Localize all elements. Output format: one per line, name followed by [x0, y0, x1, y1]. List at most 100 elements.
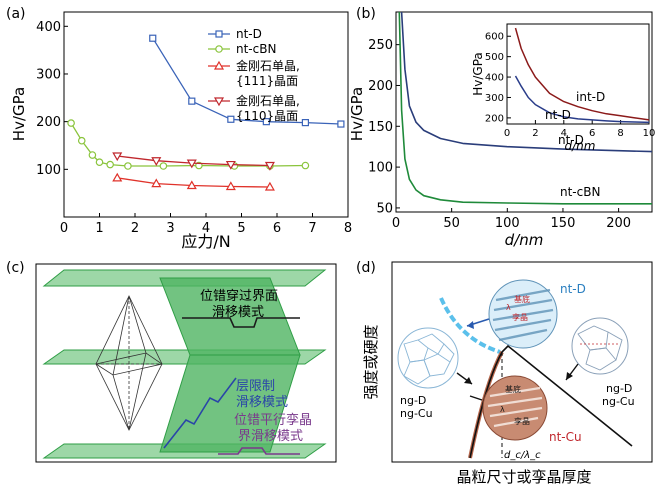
ng-right-arrowhead: [566, 372, 573, 380]
panel-a-series-2-point: [264, 181, 275, 191]
panel-b-ytick-label: 50: [376, 201, 393, 216]
panel-a-series-2-point: [112, 172, 123, 182]
panel-a-xtick-label: 0: [60, 221, 68, 236]
panel-b-axes-frame: [395, 11, 653, 213]
panel-b-xtick-label: 50: [443, 216, 460, 231]
lambda-label-2: λ: [500, 405, 505, 414]
panel-a-series-3-point: [151, 157, 162, 166]
legend-circle-marker: [215, 45, 223, 53]
substrate-label-1: 基底: [514, 294, 530, 304]
panel-a-series-0-line: [152, 37, 341, 125]
inset-ytick-label: 500: [485, 52, 504, 63]
legend-label-nt-d: nt-D: [236, 27, 262, 41]
panel-a-label: (a): [6, 6, 26, 22]
panel-a-series-0-point: [149, 34, 157, 42]
panel-b-ytick-label: 200: [368, 79, 393, 94]
panel-a-series-0-point: [262, 118, 270, 126]
ng-left-microstructure: [397, 327, 459, 389]
ng-left-label-line2: ng-Cu: [400, 407, 433, 420]
octahedron-crystal: [94, 295, 163, 431]
panel-a-xlabel: 应力/N: [181, 232, 230, 251]
panel-b-ytick-label: 150: [368, 120, 393, 135]
parallel-mode-label-line2: 界滑移模式: [238, 429, 303, 444]
cross-slip-path: [182, 317, 300, 328]
panel-a-xtick-label: 6: [273, 221, 281, 236]
panel-a-series-1-point: [77, 136, 86, 145]
ng-right-label-line1: ng-D: [606, 382, 632, 395]
inset-label-nt-d: nt-D: [545, 108, 571, 122]
inset-ytick-label: 200: [485, 113, 504, 124]
inset-ytick-label: 400: [485, 73, 504, 84]
ng-right-label-line2: ng-Cu: [602, 395, 635, 408]
panel-d-xlabel: 晶粒尺寸或孪晶厚度: [456, 468, 591, 486]
layer-mode-label-line1: 层限制: [236, 379, 275, 394]
panel-b-series-1-line: [398, 11, 652, 205]
ng-left-arrowhead: [464, 377, 472, 384]
panel-a-series-2-point: [151, 178, 162, 188]
inset-series-0-line: [514, 27, 650, 121]
panel-a-series-2-point: [225, 181, 236, 191]
legend-label-nt-cbn: nt-cBN: [236, 42, 276, 56]
inset-plot: [514, 27, 650, 124]
inset-ytick-label: 600: [485, 32, 504, 43]
parallel-slip-path: [218, 447, 300, 455]
panel-d-ylabel: 强度或硬度: [362, 324, 380, 399]
cross-mode-label-line1: 位错穿过界面: [200, 288, 278, 304]
nt-d-microstructure: 基底 孪晶 λ: [488, 279, 558, 349]
panel-a-series-1-point: [67, 119, 75, 127]
legend-label-110-line1: 金刚石单晶,: [236, 93, 300, 108]
legend-square-marker: [215, 30, 223, 38]
inset-xtick-label: 0: [504, 128, 510, 139]
panel-a-ytick-label: 400: [36, 20, 61, 35]
panel-a-xtick-label: 5: [237, 221, 245, 236]
panel-a-xtick-label: 7: [308, 221, 316, 236]
legend-label-111-line1: 金刚石单晶,: [236, 58, 300, 73]
nt-cu-arrow: [469, 395, 483, 401]
panel-a-xtick-label: 4: [202, 221, 210, 236]
panel-b-inset: 0 2 4 6 8 10 200 300 400 500 600 int-D nt-D d/nm H…: [471, 23, 655, 153]
panel-c-label: (c): [6, 260, 25, 276]
cross-mode-label-line2: 滑移模式: [212, 305, 264, 320]
legend-label-110-line2: {110}晶面: [236, 109, 298, 123]
panel-c: (c) 位错穿过界面 滑移模式 层限制 滑移模式 位错平行孪晶: [6, 260, 337, 463]
panel-b-xtick-label: 100: [495, 216, 520, 231]
inset-xtick-label: 6: [589, 128, 595, 139]
critical-size-label: d_c/λ_c: [504, 450, 541, 461]
panel-b-ytick-label: 250: [368, 38, 393, 53]
panel-a-ytick-label: 300: [36, 68, 61, 83]
panel-a-series-1-point: [301, 161, 310, 170]
inset-xtick-label: 8: [617, 128, 623, 139]
panel-a-series-0-point: [227, 115, 235, 123]
panel-a-xtick-label: 2: [131, 221, 139, 236]
legend-triangle-down-marker: [213, 97, 225, 107]
panel-d-label: (d): [356, 260, 376, 276]
inset-xtick-label: 4: [561, 128, 567, 139]
panel-a-series-3-point: [264, 161, 275, 171]
panel-b-xtick-label: 0: [392, 216, 400, 231]
panel-a-series-0-point: [337, 120, 345, 128]
panel-a-ticks: 0 1 2 3 4 5 6 7 8 100 200 300 400: [36, 20, 352, 236]
nt-cu-label: nt-Cu: [549, 430, 582, 444]
panel-d-frame: [391, 261, 653, 463]
panel-a-series-1-point: [124, 162, 132, 170]
panel-b-xtick-label: 150: [551, 216, 576, 231]
inset-xtick-label: 10: [643, 128, 656, 139]
nt-d-dashed-curve: [439, 297, 501, 354]
panel-b-label: (b): [356, 6, 376, 22]
twin-label-1: 孪晶: [512, 312, 528, 322]
inset-ticks: 0 2 4 6 8 10 200 300 400 500 600: [485, 32, 655, 139]
panel-a-xtick-label: 1: [95, 221, 103, 236]
panel-b-xlabel: d/nm: [505, 231, 544, 249]
grain-boundary-sheets: [159, 277, 301, 453]
twin-label-2: 孪晶: [514, 416, 530, 426]
panel-a-xtick-label: 8: [344, 221, 352, 236]
ng-right-microstructure: [571, 317, 629, 375]
panel-d: (d) d_c/λ_c 基底 孪晶 λ nt-D: [356, 260, 653, 486]
nt-d-label: nt-D: [560, 282, 586, 296]
legend-label-111-line2: {111}晶面: [236, 74, 298, 88]
panel-a-series-2-point: [186, 180, 197, 190]
panel-a-plot: [67, 34, 345, 191]
